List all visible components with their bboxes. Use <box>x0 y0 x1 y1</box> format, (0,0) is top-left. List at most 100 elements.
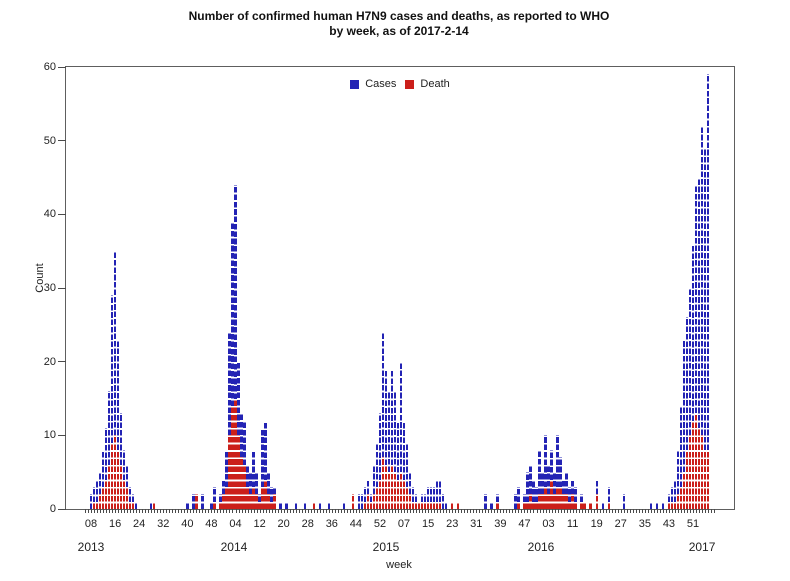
bar-week-2014-15 <box>267 472 270 509</box>
cases-segment <box>571 479 574 495</box>
bar-week-2014-51 <box>375 442 379 509</box>
x-tick <box>157 509 159 513</box>
cases-segment <box>249 472 252 495</box>
bar-week-2015-02 <box>384 369 388 509</box>
deaths-segment <box>399 472 403 509</box>
bar-week-2014-02 <box>228 332 231 509</box>
x-tick <box>566 509 568 513</box>
x-tick <box>515 509 517 513</box>
cases-segment <box>411 486 415 502</box>
bar-week-2015-14 <box>420 494 424 509</box>
x-tick <box>172 509 174 513</box>
cases-swatch-icon <box>350 79 360 89</box>
deaths-segment <box>457 501 460 509</box>
bar-week-2016-11 <box>568 486 571 509</box>
bar-week-2016-12 <box>571 479 574 509</box>
deaths-segment <box>676 494 680 509</box>
x-tick <box>112 509 114 513</box>
bar-week-2016-07 <box>556 435 559 509</box>
deaths-segment <box>438 501 442 509</box>
x-tick <box>343 509 345 513</box>
bar-week-2016-49 <box>682 339 686 509</box>
cases-segment <box>399 361 403 473</box>
x-tick <box>286 509 288 513</box>
x-tick <box>518 509 520 513</box>
x-tick <box>491 509 493 513</box>
x-tick <box>121 509 123 513</box>
deaths-segment <box>538 494 541 509</box>
x-tick <box>151 509 153 513</box>
x-tick <box>208 509 210 513</box>
bar-week-2016-08 <box>559 457 562 509</box>
x-tick <box>373 509 375 513</box>
cases-segment <box>369 494 373 502</box>
cases-segment <box>231 221 234 406</box>
bar-week-2013-11 <box>98 472 102 509</box>
x-tick <box>440 509 442 513</box>
x-tick <box>262 509 264 513</box>
y-tick-label: 60 <box>43 61 56 73</box>
bar-week-2016-52 <box>691 243 695 509</box>
deaths-segment <box>547 494 550 509</box>
x-tick <box>190 509 192 513</box>
cases-segment <box>541 472 544 495</box>
x-tick <box>524 509 526 513</box>
deaths-segment <box>402 479 406 509</box>
x-tick <box>358 509 360 513</box>
x-tick <box>376 509 378 513</box>
deaths-segment <box>363 501 367 509</box>
deaths-segment <box>571 494 574 509</box>
deaths-segment <box>529 494 532 509</box>
x-tick <box>398 509 400 513</box>
x-tick <box>181 509 183 513</box>
x-tick <box>705 509 707 513</box>
x-tick <box>214 509 216 513</box>
x-tick <box>557 509 559 513</box>
bar-week-2014-32 <box>318 501 321 509</box>
x-tick <box>166 509 168 513</box>
bar-week-2015-26 <box>457 501 460 509</box>
x-tick <box>235 509 237 513</box>
bar-week-2016-06 <box>553 472 556 509</box>
deaths-segment <box>375 486 379 509</box>
bar-week-2016-50 <box>685 317 689 509</box>
cases-segment <box>375 442 379 487</box>
x-tick <box>674 509 676 513</box>
x-tick <box>404 509 406 513</box>
deaths-segment <box>408 494 412 509</box>
x-tick <box>386 509 387 513</box>
cases-segment <box>670 486 674 502</box>
x-tick <box>635 509 637 513</box>
x-tick <box>599 509 601 513</box>
cases-segment <box>116 339 120 451</box>
cases-segment <box>694 184 698 414</box>
x-tick <box>683 509 685 513</box>
x-tick <box>238 509 240 513</box>
cases-segment <box>553 472 556 495</box>
x-tick <box>470 509 472 513</box>
bar-week-2016-16 <box>583 501 586 509</box>
cases-segment <box>372 464 376 495</box>
x-tick <box>677 509 679 513</box>
bar-week-2017-03 <box>700 125 704 509</box>
x-tick <box>229 509 231 513</box>
y-tick <box>58 508 66 510</box>
bar-week-2016-20 <box>595 479 598 509</box>
x-tick-label: 44 <box>349 518 363 530</box>
cases-segment <box>128 486 132 502</box>
x-tick-label: 03 <box>542 518 555 530</box>
bar-week-2015-06 <box>396 420 400 509</box>
deaths-segment <box>381 457 385 509</box>
bar-week-2015-49 <box>526 472 529 509</box>
bar-week-2016-51 <box>688 288 692 509</box>
x-tick <box>379 509 381 513</box>
cases-segment <box>327 501 330 509</box>
deaths-segment <box>128 501 132 509</box>
bar-week-2016-10 <box>565 472 568 509</box>
bar-week-2015-03 <box>387 391 391 509</box>
legend-label-death: Death <box>420 78 450 90</box>
x-tick <box>455 509 457 513</box>
x-tick <box>563 509 565 513</box>
x-tick-label: 47 <box>518 518 531 530</box>
x-tick <box>708 509 710 513</box>
